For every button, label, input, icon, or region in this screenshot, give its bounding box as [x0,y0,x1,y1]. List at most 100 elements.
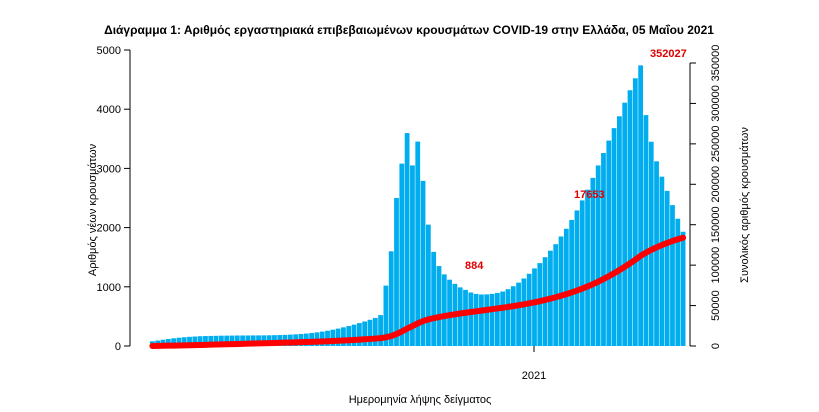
y-tick-label: 5000 [97,45,121,57]
bar [341,327,346,346]
bar [229,335,235,346]
bar [601,153,606,346]
bar [505,289,511,346]
bar [388,251,394,346]
bar [638,65,644,346]
bar [335,328,341,346]
bar [569,219,575,346]
bar [585,189,590,346]
bar [346,326,352,346]
bar [473,293,479,346]
bar [484,294,490,346]
bar [356,323,362,346]
bar [367,319,373,346]
bar [436,266,442,346]
bar [330,329,336,346]
bar [431,251,437,346]
x-axis-title: Ημερομηνία λήψης δείγματος [349,394,492,406]
bar [468,292,474,346]
y2-tick-label: 300000 [710,85,722,122]
bar [240,335,245,346]
y-tick-label: 1000 [97,282,121,294]
y-ticks: 0 1000 2000 3000 4000 5000 [97,45,130,353]
y-tick-label: 0 [115,341,121,353]
y2-tick-label: 100000 [710,247,722,284]
cumulative-line-layer [149,234,687,349]
cumulative-line [149,234,687,349]
y2-axis-title: Συνολικός αριθμός κρουσμάτων [739,127,751,283]
x-tick-label: 2021 [522,370,546,382]
bar [383,285,389,346]
bar [489,293,495,346]
bar [218,335,224,346]
y2-tick-label: 350000 [710,45,722,82]
y2-ticks: 0 50000 100000 150000 200000 250000 300000 3500… [690,45,722,349]
chart-title: Διάγραμμα 1: Αριθμός εργαστηριακά επιβεβ… [104,23,714,37]
bar [627,90,633,346]
bar [659,176,665,346]
bar [579,200,585,346]
bar [415,141,421,346]
bar [563,228,569,346]
bar [351,324,357,346]
bar [606,140,612,346]
bar [648,141,654,346]
bar [479,294,484,346]
bar [362,321,368,346]
bar [611,128,617,346]
bar [394,198,399,346]
bar [404,133,410,346]
bar [516,282,521,346]
bar [632,78,638,347]
bar [378,315,383,346]
bar [410,165,415,346]
bar [521,278,527,346]
bar [420,180,426,346]
bar [558,236,564,346]
bar [664,190,670,346]
bar [670,205,675,346]
bar [510,286,516,346]
bar [622,102,628,346]
bar [526,273,532,346]
annotation-mid: 17653 [574,189,605,201]
bar [224,335,230,346]
bar [203,336,208,346]
annotation-total: 352027 [650,48,687,60]
bar [595,165,601,346]
bar [463,289,468,346]
bar [617,116,622,346]
bar [165,339,171,346]
bar [197,336,203,346]
bar [590,177,596,346]
bar [181,337,187,346]
bar [441,274,447,346]
y-tick-label: 2000 [97,223,121,235]
bar [500,291,506,346]
bar [234,335,240,346]
annotation-early: 884 [465,260,484,272]
bar [675,218,681,346]
bar [425,224,431,346]
bar [537,263,543,346]
y-tick-label: 3000 [97,163,121,175]
bar [171,338,177,346]
bars-layer [150,65,686,347]
y2-tick-label: 0 [710,343,722,349]
bar [532,268,537,346]
y2-tick-label: 50000 [710,290,722,321]
bar [187,336,192,346]
bar [399,163,405,346]
bar [176,337,182,346]
y2-tick-label: 250000 [710,125,722,162]
bar [457,287,463,346]
y-axis-title: Αριθμός νέων κρουσμάτων [87,143,99,276]
bar [213,335,219,346]
bar [680,231,686,346]
y2-tick-label: 150000 [710,206,722,243]
bar [494,292,500,346]
bar [372,317,378,346]
y-tick-label: 4000 [97,104,121,116]
bar [643,115,649,347]
